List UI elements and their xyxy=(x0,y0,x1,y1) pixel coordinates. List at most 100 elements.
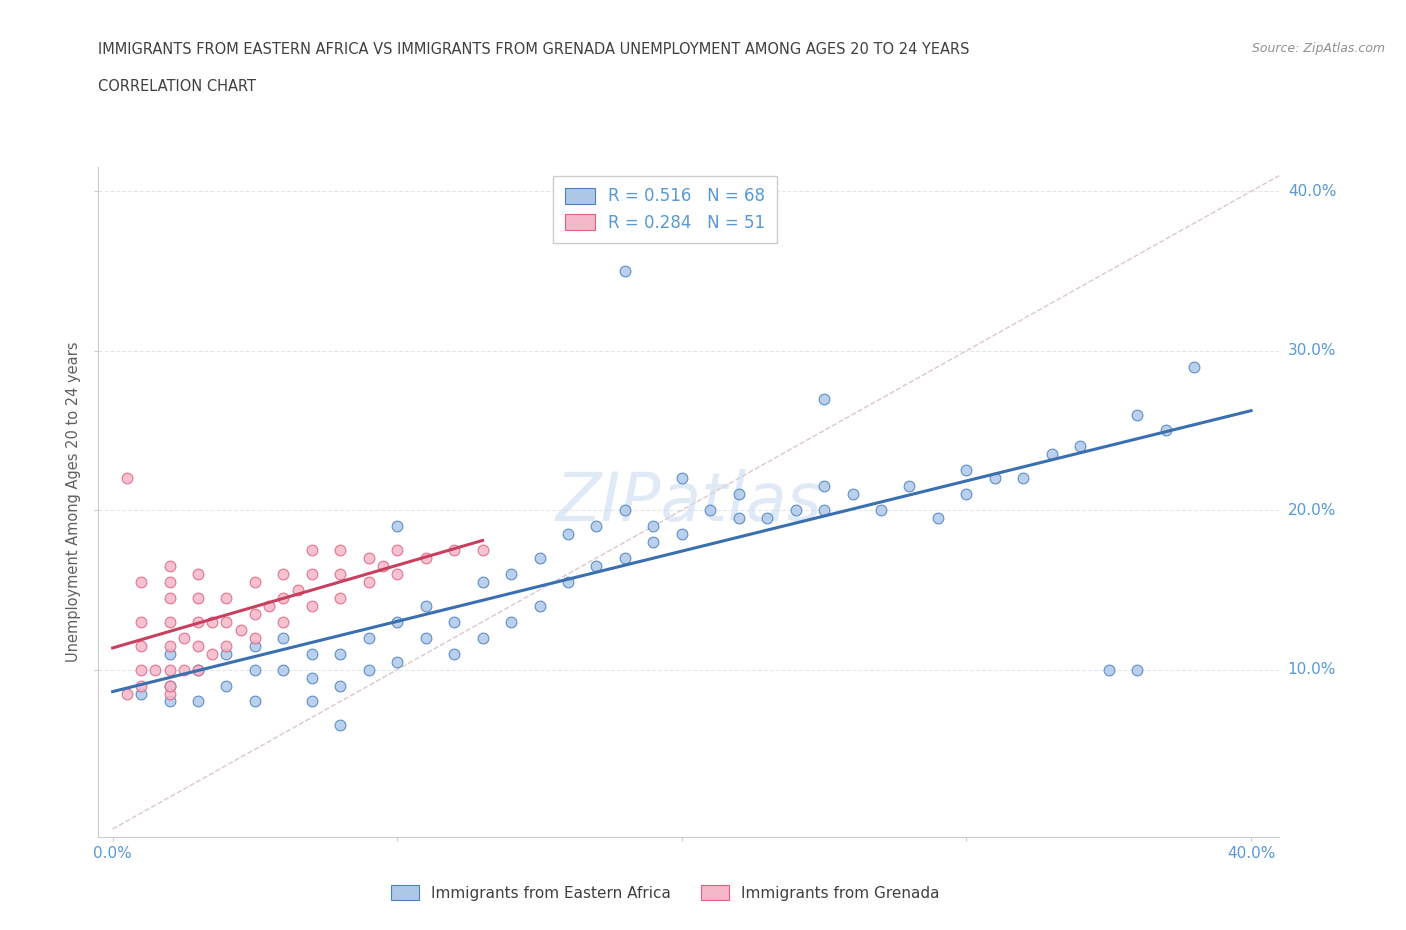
Point xyxy=(273,566,295,581)
Point xyxy=(471,631,494,645)
Point xyxy=(699,503,721,518)
Point xyxy=(557,575,579,590)
Point xyxy=(301,694,323,709)
Point xyxy=(243,638,266,653)
Text: 20.0%: 20.0% xyxy=(1288,503,1336,518)
Point xyxy=(129,575,152,590)
Text: ZIPatlas: ZIPatlas xyxy=(555,470,823,535)
Point xyxy=(301,598,323,613)
Point xyxy=(585,559,607,574)
Point xyxy=(557,526,579,541)
Point xyxy=(215,591,238,605)
Point xyxy=(529,598,551,613)
Point xyxy=(173,662,195,677)
Point xyxy=(671,526,693,541)
Point xyxy=(159,694,181,709)
Point xyxy=(671,471,693,485)
Point xyxy=(585,519,607,534)
Point xyxy=(129,686,152,701)
Point xyxy=(387,566,409,581)
Point xyxy=(329,542,352,557)
Point xyxy=(129,678,152,693)
Point xyxy=(1069,439,1091,454)
Point xyxy=(898,479,921,494)
Point xyxy=(387,542,409,557)
Point xyxy=(727,511,749,525)
Point xyxy=(443,542,465,557)
Point xyxy=(159,575,181,590)
Point xyxy=(273,631,295,645)
Point xyxy=(1126,407,1149,422)
Point xyxy=(1126,662,1149,677)
Point xyxy=(813,479,835,494)
Point xyxy=(243,575,266,590)
Point xyxy=(613,551,636,565)
Point xyxy=(529,551,551,565)
Point xyxy=(727,486,749,501)
Point xyxy=(756,511,779,525)
Point xyxy=(257,598,280,613)
Point xyxy=(215,646,238,661)
Point xyxy=(415,631,437,645)
Point xyxy=(813,392,835,406)
Point xyxy=(201,615,224,630)
Text: 40.0%: 40.0% xyxy=(1288,184,1336,199)
Point xyxy=(499,566,522,581)
Point xyxy=(243,606,266,621)
Point xyxy=(357,575,380,590)
Point xyxy=(273,615,295,630)
Point xyxy=(443,615,465,630)
Point xyxy=(841,486,863,501)
Point xyxy=(215,638,238,653)
Point xyxy=(159,638,181,653)
Point xyxy=(813,503,835,518)
Point xyxy=(1154,423,1177,438)
Point xyxy=(1098,662,1121,677)
Point xyxy=(870,503,893,518)
Point xyxy=(243,662,266,677)
Point xyxy=(243,694,266,709)
Point xyxy=(329,591,352,605)
Point xyxy=(329,678,352,693)
Point xyxy=(955,463,977,478)
Point xyxy=(159,678,181,693)
Point xyxy=(187,662,209,677)
Point xyxy=(301,542,323,557)
Point xyxy=(187,638,209,653)
Point xyxy=(115,686,138,701)
Point xyxy=(415,598,437,613)
Point xyxy=(273,662,295,677)
Point xyxy=(187,566,209,581)
Point xyxy=(159,646,181,661)
Text: CORRELATION CHART: CORRELATION CHART xyxy=(98,79,256,94)
Point xyxy=(187,662,209,677)
Point xyxy=(159,559,181,574)
Point xyxy=(301,671,323,685)
Point xyxy=(229,622,252,637)
Point xyxy=(129,638,152,653)
Point xyxy=(301,646,323,661)
Point xyxy=(159,662,181,677)
Point xyxy=(215,678,238,693)
Text: 10.0%: 10.0% xyxy=(1288,662,1336,677)
Point xyxy=(243,631,266,645)
Point xyxy=(643,535,665,550)
Point xyxy=(287,582,309,597)
Text: Source: ZipAtlas.com: Source: ZipAtlas.com xyxy=(1251,42,1385,55)
Point xyxy=(129,615,152,630)
Y-axis label: Unemployment Among Ages 20 to 24 years: Unemployment Among Ages 20 to 24 years xyxy=(66,342,82,662)
Point xyxy=(329,566,352,581)
Point xyxy=(159,678,181,693)
Point xyxy=(173,631,195,645)
Point xyxy=(927,511,949,525)
Point xyxy=(613,263,636,278)
Point xyxy=(471,542,494,557)
Point xyxy=(301,566,323,581)
Point xyxy=(159,615,181,630)
Point xyxy=(499,615,522,630)
Point xyxy=(187,615,209,630)
Point xyxy=(357,631,380,645)
Point xyxy=(187,591,209,605)
Point xyxy=(215,615,238,630)
Point xyxy=(329,718,352,733)
